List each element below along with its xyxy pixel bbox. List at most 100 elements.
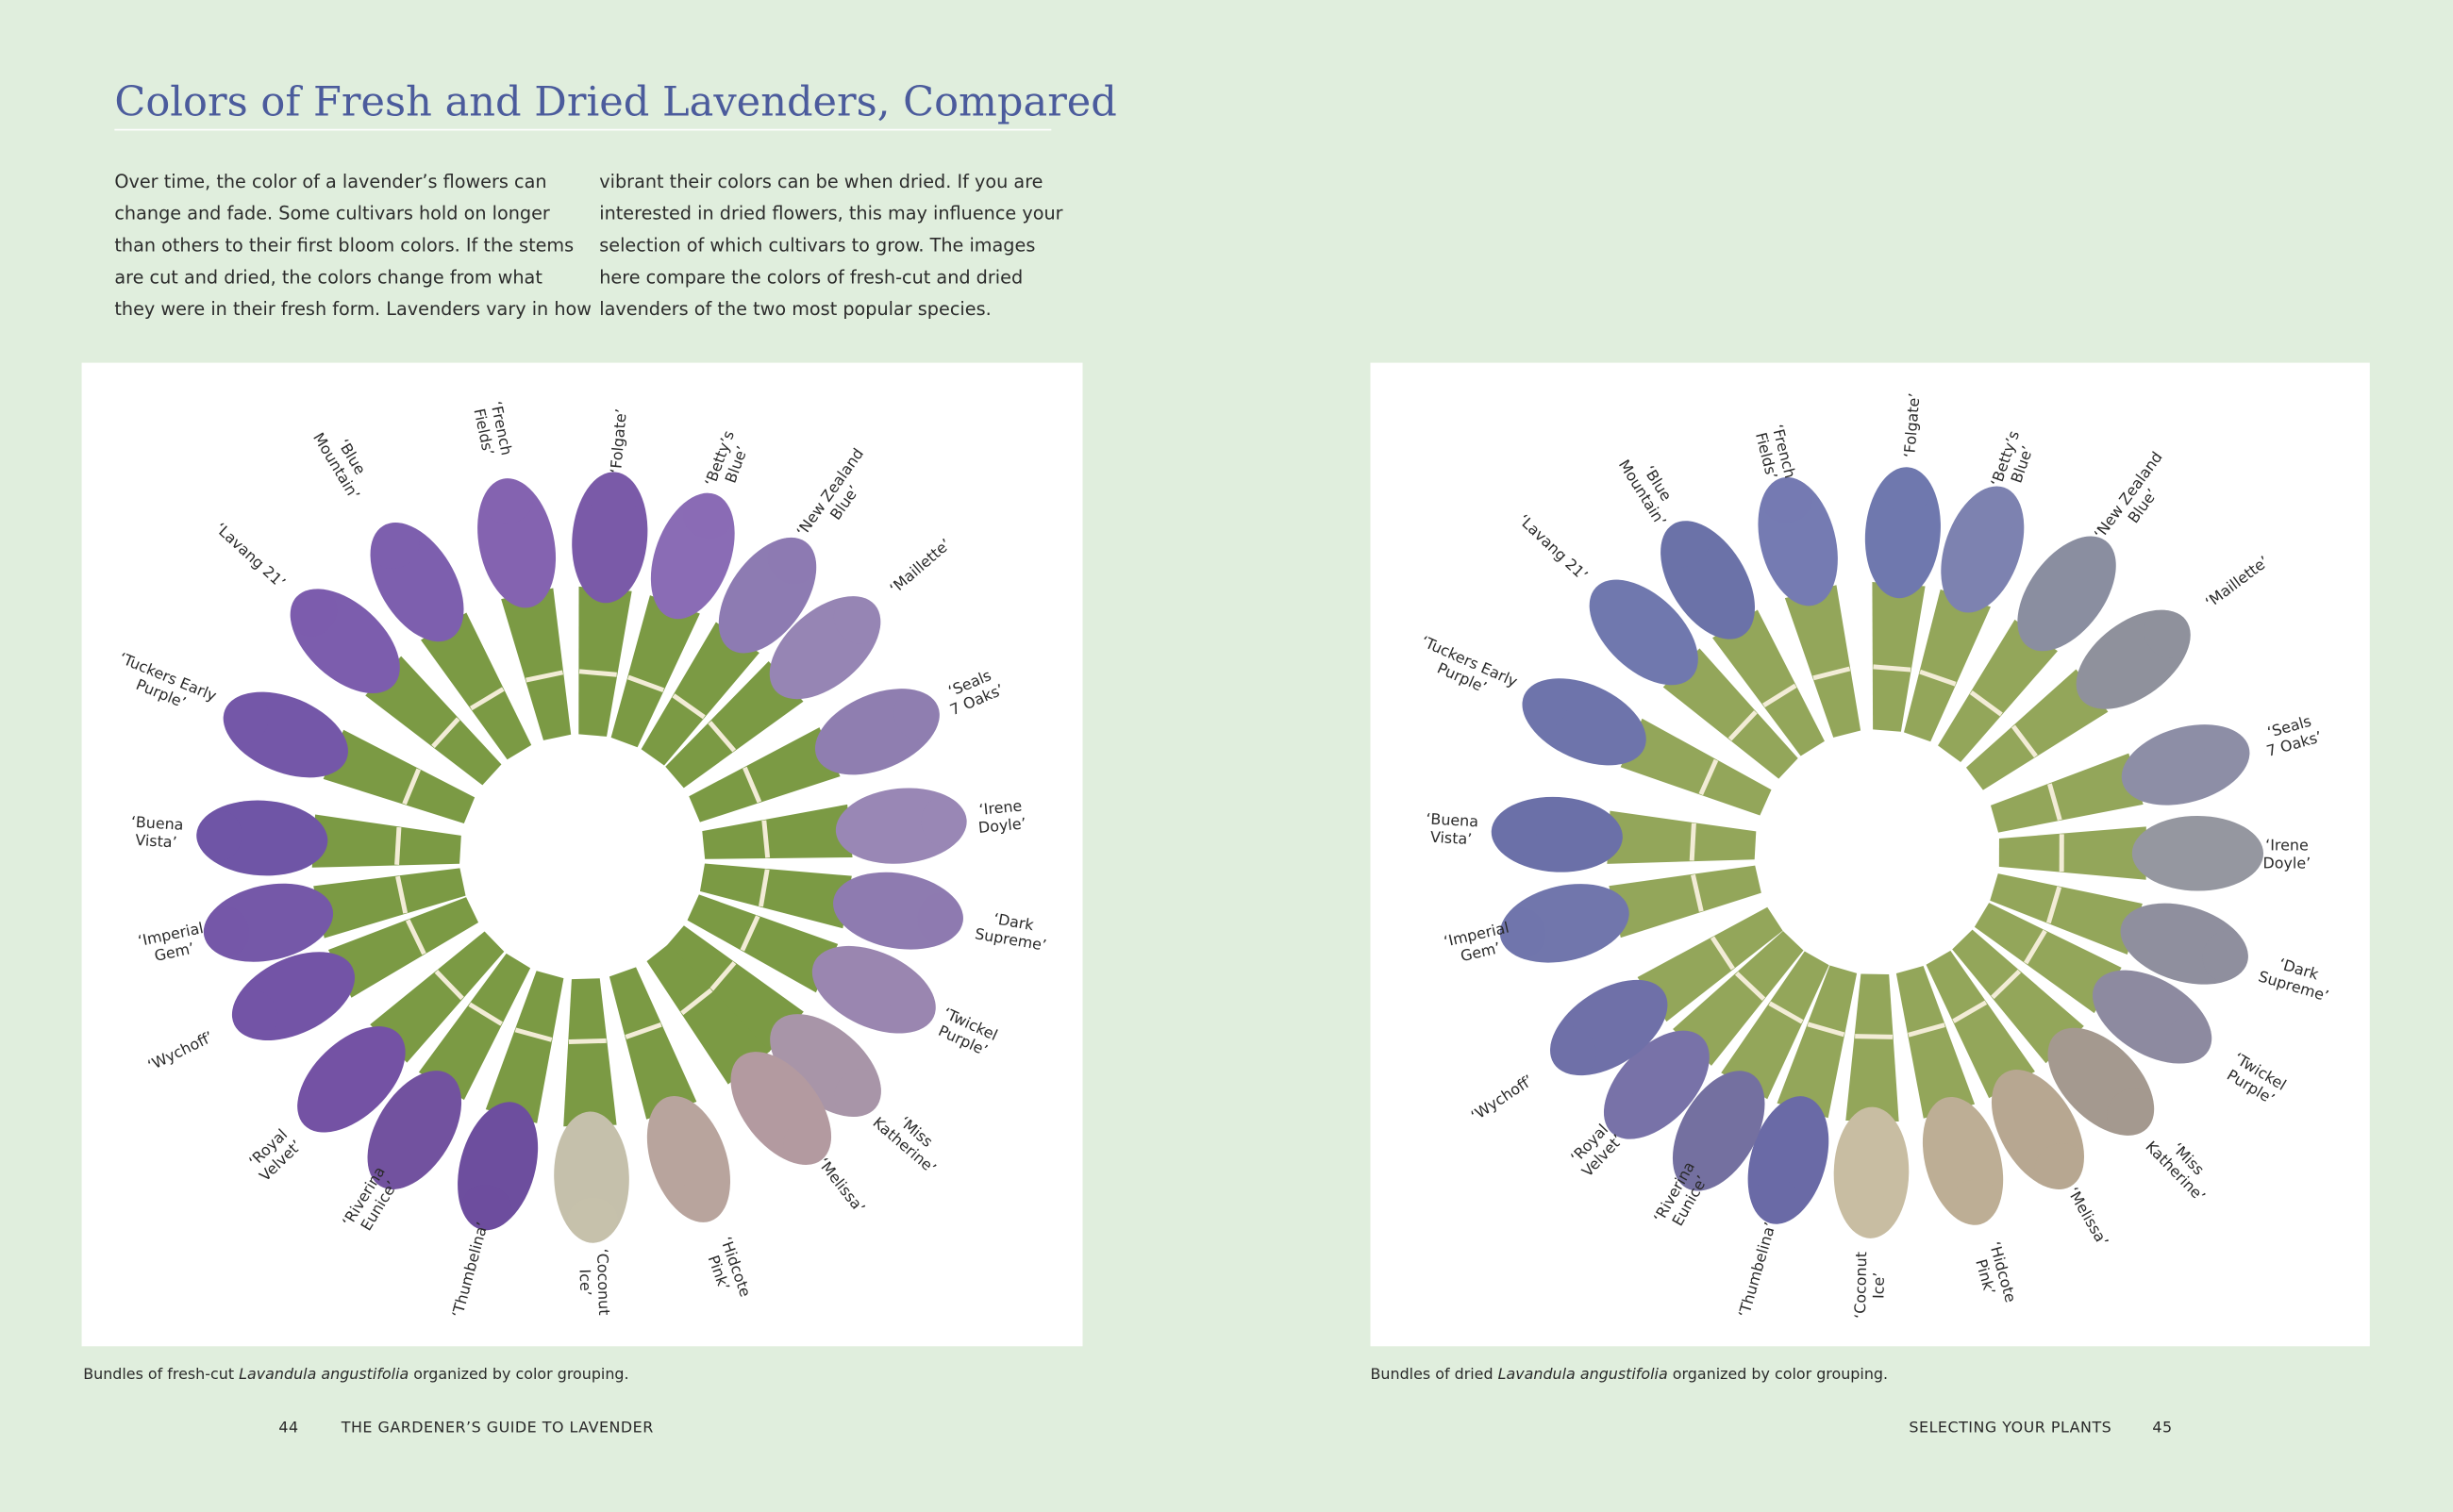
cultivar-label: ‘BuenaVista’	[129, 813, 184, 852]
lavender-bundle	[1895, 966, 2004, 1225]
body-line: interested in dried flowers, this may in…	[599, 203, 1062, 224]
bundle-tie	[526, 670, 564, 683]
bundle-flowers-tip	[297, 1085, 345, 1133]
bundle-tie	[1855, 1034, 1894, 1039]
bundle-stems	[418, 953, 531, 1101]
bundle-tie	[761, 820, 771, 858]
cultivar-label-line: Doyle’	[977, 814, 1026, 837]
bundle-flowers-tip	[1660, 521, 1710, 568]
lavender-bundle	[665, 596, 881, 789]
bundle-stems	[646, 943, 770, 1085]
bundle-tie	[1873, 664, 1911, 673]
cultivar-label: ‘BuenaVista’	[1425, 809, 1479, 848]
bundle-tie	[708, 961, 737, 993]
lavender-bundle	[297, 931, 505, 1133]
bundle-stems	[641, 622, 759, 766]
bundle-stems	[1784, 585, 1861, 738]
lavender-bundle	[1952, 929, 2155, 1136]
lavender-bundle	[290, 589, 502, 786]
bundle-flowers-tip	[1604, 1091, 1652, 1139]
bundle-flowers-tip	[205, 906, 249, 956]
cultivar-label-line: ‘Irene	[2265, 836, 2309, 854]
bundle-stems	[327, 897, 479, 998]
bundle-tie	[1689, 822, 1696, 861]
bundle-tie	[514, 1027, 553, 1042]
bundle-flowers-tip	[2107, 1088, 2155, 1136]
bundle-stems	[1895, 966, 1976, 1119]
bundle-flowers-tip	[567, 1197, 618, 1242]
lavender-bundle	[1522, 678, 1772, 816]
bundle-flowers-tip	[232, 989, 278, 1039]
page-number: 45	[2152, 1418, 2172, 1436]
bundle-flowers-tip	[682, 493, 732, 540]
lavender-bundle	[1747, 965, 1858, 1224]
bundle-flowers-tip	[921, 796, 966, 847]
bundle-tie	[2024, 929, 2047, 965]
lavender-bundle	[370, 523, 532, 760]
bundle-stems	[1845, 973, 1899, 1122]
bundle-stems	[1952, 929, 2084, 1064]
lavender-bundle	[1965, 609, 2191, 790]
bundle-flowers-tip	[890, 982, 935, 1032]
bundle-stems	[365, 656, 502, 786]
bundle-flowers-tip	[2202, 931, 2247, 981]
lavender-bundle	[1550, 906, 1783, 1076]
body-line: they were in their fresh form. Lavenders…	[114, 298, 592, 320]
bundle-flowers-tip	[1880, 468, 1932, 513]
bundle-flowers-tip	[917, 892, 962, 943]
bundle-stems	[665, 661, 804, 789]
wreath-center	[469, 744, 695, 970]
lavender-bundle	[1758, 476, 1861, 738]
body-line: here compare the colors of fresh-cut and…	[599, 266, 1023, 288]
bundle-stems	[1926, 950, 2035, 1099]
bundle-stems	[609, 967, 697, 1120]
cultivar-label: ‘CoconutIce’	[576, 1248, 613, 1316]
bundle-flowers-tip	[833, 596, 881, 644]
bundle-tie	[1698, 758, 1719, 796]
bundle-flowers-tip	[893, 690, 939, 740]
bundle-stems	[687, 894, 839, 993]
bundle-stems	[323, 729, 476, 823]
wreath-center	[1764, 739, 1990, 965]
cultivar-label-line: ‘Buena	[1426, 809, 1479, 830]
bundle-flowers-tip	[2165, 1014, 2211, 1063]
cultivar-label-line: Ice’	[576, 1269, 595, 1296]
running-head: THE GARDENER’S GUIDE TO LAVENDER	[341, 1418, 654, 1436]
bundle-flowers-tip	[1523, 680, 1569, 730]
bundle-flowers-tip	[197, 810, 242, 861]
bundle-tie	[740, 915, 760, 952]
lavender-bundle	[1926, 950, 2084, 1189]
body-line: than others to their first bloom colors.…	[114, 235, 574, 257]
bundle-tie	[672, 693, 706, 720]
bundle-stems	[501, 588, 572, 740]
bundle-stems	[689, 727, 841, 822]
bundle-tie	[1691, 873, 1704, 912]
bundle-stems	[313, 868, 466, 939]
bundle-stems	[563, 978, 617, 1127]
lavender-bundle	[196, 800, 461, 876]
bundle-tie	[2011, 724, 2038, 758]
lavender-bundle	[687, 894, 936, 1034]
bundle-tie	[431, 717, 460, 749]
bundle-stems	[1990, 753, 2144, 833]
bundle-tie	[395, 875, 409, 914]
lavender-bundle	[458, 971, 564, 1231]
bundle-tie	[2047, 783, 2062, 821]
cultivar-label-line: Ice’	[1869, 1272, 1888, 1300]
bundle-tie	[568, 1038, 607, 1045]
bundle-tie	[625, 1022, 662, 1039]
bundle-tie	[1768, 1001, 1804, 1024]
wreath	[196, 472, 967, 1243]
bundle-stems	[370, 931, 505, 1063]
bundle-flowers-tip	[1501, 907, 1545, 958]
bundle-flowers-tip	[1971, 487, 2022, 532]
bundle-stems	[1620, 718, 1772, 816]
cultivar-label: ‘CoconutIce’	[1851, 1252, 1888, 1319]
cultivar-label-line: Vista’	[135, 831, 177, 852]
bundle-stems	[699, 863, 852, 929]
bundle-stems	[1662, 648, 1798, 779]
lavender-bundle	[1990, 873, 2248, 985]
